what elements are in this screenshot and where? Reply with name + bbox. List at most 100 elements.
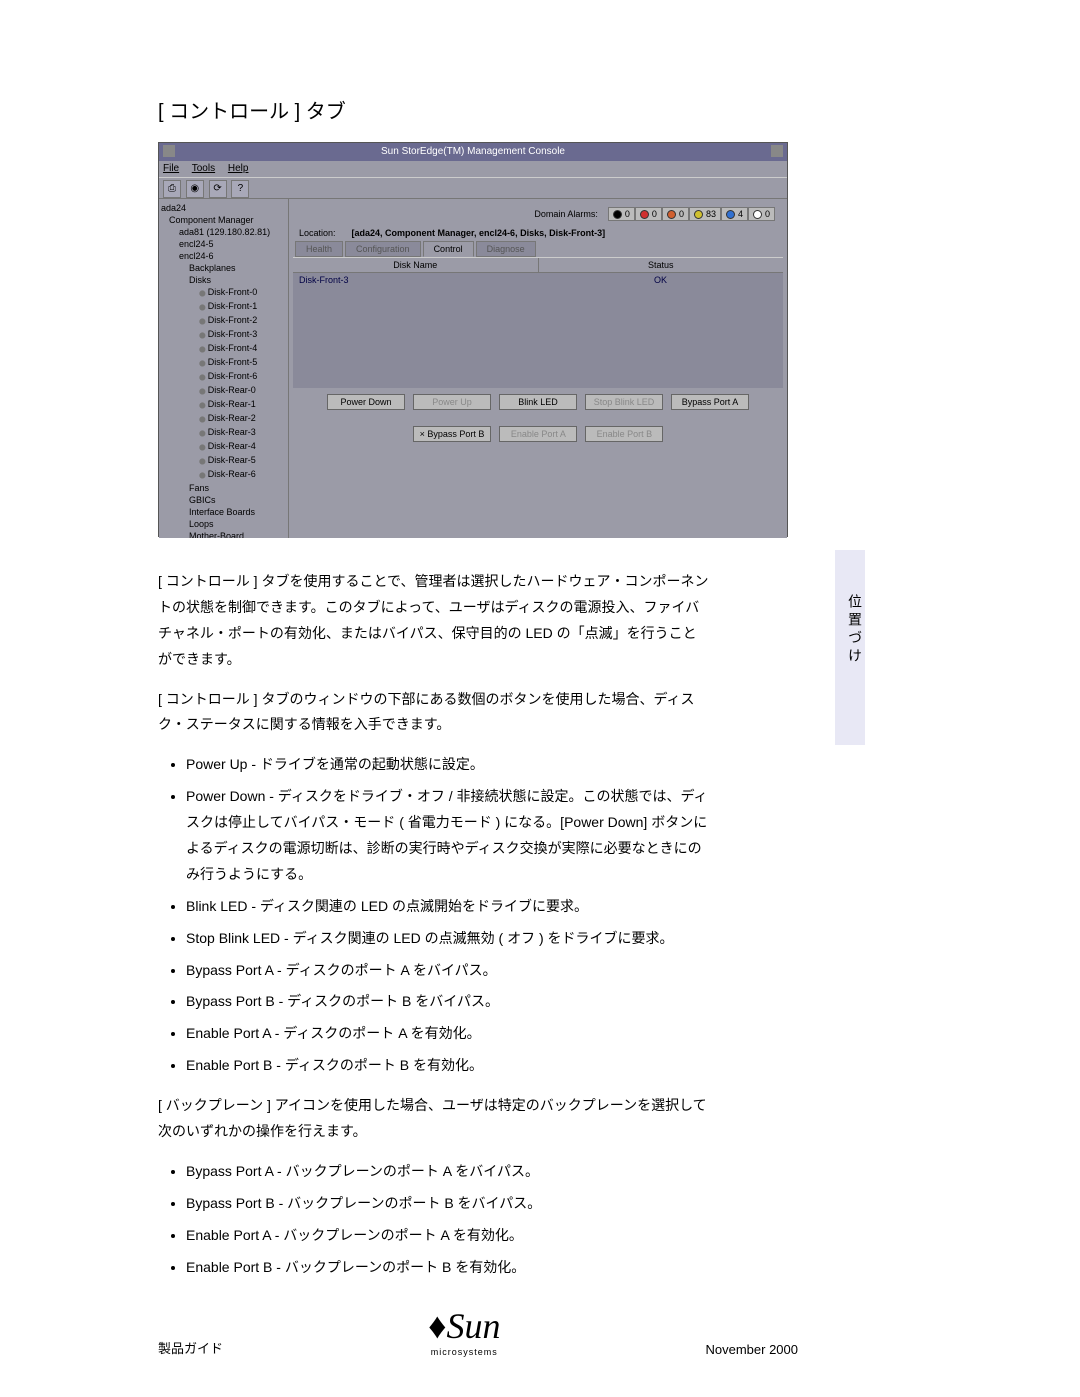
power-down-button[interactable]: Power Down	[327, 394, 405, 410]
tree-disk-item[interactable]: Disk-Rear-1	[161, 398, 286, 412]
alarm-badge[interactable]: 4	[721, 207, 748, 221]
tree-interface-boards[interactable]: Interface Boards	[161, 506, 286, 518]
tree-motherboard[interactable]: Mother-Board	[161, 530, 286, 538]
menu-help[interactable]: Help	[228, 163, 249, 174]
list-item: Bypass Port A - ディスクのポート A をバイパス。	[186, 958, 710, 984]
tree-loops[interactable]: Loops	[161, 518, 286, 530]
list-item: Enable Port A - ディスクのポート A を有効化。	[186, 1021, 710, 1047]
power-up-button[interactable]: Power Up	[413, 394, 491, 410]
list-item: Bypass Port B - バックプレーンのポート B をバイパス。	[186, 1191, 710, 1217]
blink-led-button[interactable]: Blink LED	[499, 394, 577, 410]
tree-encl24-5[interactable]: encl24-5	[161, 238, 286, 250]
toolbar: ⎙ ◉ ⟳ ?	[159, 177, 787, 199]
tree-disk-item[interactable]: Disk-Front-4	[161, 342, 286, 356]
tree-fans[interactable]: Fans	[161, 482, 286, 494]
tree-disk-item[interactable]: Disk-Front-1	[161, 300, 286, 314]
paragraph: [ バックプレーン ] アイコンを使用した場合、ユーザは特定のバックプレーンを選…	[158, 1093, 710, 1145]
tree-backplanes[interactable]: Backplanes	[161, 262, 286, 274]
toolbar-btn-3[interactable]: ⟳	[209, 180, 227, 198]
bypass-port-a-button[interactable]: Bypass Port A	[671, 394, 749, 410]
alarms-row: Domain Alarms: 0008340	[293, 203, 783, 225]
tree-disks[interactable]: Disks	[161, 274, 286, 286]
menu-file[interactable]: File	[163, 163, 179, 174]
bullet-list: Power Up - ドライブを通常の起動状態に設定。 Power Down -…	[158, 752, 710, 1079]
location-value: [ada24, Component Manager, encl24-6, Dis…	[352, 228, 606, 238]
tree-disk-item[interactable]: Disk-Front-5	[161, 356, 286, 370]
tree-component-manager[interactable]: Component Manager	[161, 214, 286, 226]
tree-disk-item[interactable]: Disk-Front-2	[161, 314, 286, 328]
tree-pane[interactable]: ada24 Component Manager ada81 (129.180.8…	[159, 199, 289, 538]
grid-row[interactable]: Disk-Front-3 OK	[293, 273, 783, 287]
screenshot-window: Sun StorEdge(TM) Management Console File…	[158, 142, 788, 537]
list-item: Bypass Port A - バックプレーンのポート A をバイパス。	[186, 1159, 710, 1185]
page-footer: 製品ガイド ♦Sun microsystems November 2000	[158, 1305, 798, 1357]
grid-body: Disk-Front-3 OK	[293, 273, 783, 388]
enable-port-a-button[interactable]: Enable Port A	[499, 426, 577, 442]
tree-ada81[interactable]: ada81 (129.180.82.81)	[161, 226, 286, 238]
grid-header: Disk Name Status	[293, 257, 783, 273]
list-item: Enable Port B - ディスクのポート B を有効化。	[186, 1053, 710, 1079]
alarm-badge[interactable]: 0	[748, 207, 775, 221]
stop-blink-led-button[interactable]: Stop Blink LED	[585, 394, 663, 410]
menu-tools[interactable]: Tools	[192, 163, 215, 174]
footer-right: November 2000	[706, 1342, 799, 1357]
logo-text: ♦Sun	[223, 1305, 705, 1347]
location-label: Location:	[299, 228, 349, 238]
enable-port-b-button[interactable]: Enable Port B	[585, 426, 663, 442]
alarm-badge[interactable]: 83	[689, 207, 721, 221]
window-close-icon[interactable]	[163, 145, 175, 157]
menubar: File Tools Help	[159, 161, 787, 177]
tree-root[interactable]: ada24	[161, 202, 286, 214]
tree-disk-item[interactable]: Disk-Front-3	[161, 328, 286, 342]
list-item: Enable Port B - バックプレーンのポート B を有効化。	[186, 1255, 710, 1281]
tree-disk-item[interactable]: Disk-Rear-0	[161, 384, 286, 398]
list-item: Power Down - ディスクをドライブ・オフ / 非接続状態に設定。この状…	[186, 784, 710, 888]
section-title: [ コントロール ] タブ	[158, 95, 710, 124]
tree-disk-item[interactable]: Disk-Front-0	[161, 286, 286, 300]
alarm-badge[interactable]: 0	[608, 207, 635, 221]
window-title: Sun StorEdge(TM) Management Console	[381, 146, 565, 157]
list-item: Stop Blink LED - ディスク関連の LED の点滅無効 ( オフ …	[186, 926, 710, 952]
paragraph: [ コントロール ] タブのウィンドウの下部にある数個のボタンを使用した場合、デ…	[158, 687, 710, 739]
footer-left: 製品ガイド	[158, 1338, 223, 1357]
window-maximize-icon[interactable]	[771, 145, 783, 157]
window-titlebar: Sun StorEdge(TM) Management Console	[159, 143, 787, 161]
tab-control[interactable]: Control	[423, 241, 474, 257]
alarms-label: Domain Alarms:	[534, 209, 598, 219]
tree-disk-item[interactable]: Disk-Rear-5	[161, 454, 286, 468]
tree-disk-item[interactable]: Disk-Rear-4	[161, 440, 286, 454]
list-item: Power Up - ドライブを通常の起動状態に設定。	[186, 752, 710, 778]
toolbar-btn-1[interactable]: ⎙	[163, 180, 181, 198]
button-area: Power Down Power Up Blink LED Stop Blink…	[293, 388, 783, 448]
grid-col-status: Status	[539, 258, 784, 272]
alarm-badge[interactable]: 0	[662, 207, 689, 221]
alarm-badge[interactable]: 0	[635, 207, 662, 221]
tree-encl24-6[interactable]: encl24-6	[161, 250, 286, 262]
tree-disk-item[interactable]: Disk-Rear-6	[161, 468, 286, 482]
bypass-port-b-button[interactable]: × Bypass Port B	[413, 426, 492, 442]
sun-logo: ♦Sun microsystems	[223, 1305, 705, 1357]
logo-subtext: microsystems	[223, 1347, 705, 1357]
location-row: Location: [ada24, Component Manager, enc…	[293, 225, 783, 241]
tab-configuration[interactable]: Configuration	[345, 241, 421, 257]
tab-health[interactable]: Health	[295, 241, 343, 257]
bullet-list: Bypass Port A - バックプレーンのポート A をバイパス。 Byp…	[158, 1159, 710, 1281]
toolbar-btn-2[interactable]: ◉	[186, 180, 204, 198]
grid-cell-status: OK	[538, 273, 783, 287]
toolbar-btn-4[interactable]: ?	[231, 180, 249, 198]
tree-disk-item[interactable]: Disk-Rear-3	[161, 426, 286, 440]
paragraph: [ コントロール ] タブを使用することで、管理者は選択したハードウェア・コンポ…	[158, 569, 710, 673]
tree-disk-item[interactable]: Disk-Rear-2	[161, 412, 286, 426]
tree-gbics[interactable]: GBICs	[161, 494, 286, 506]
grid-col-name: Disk Name	[293, 258, 539, 272]
tabs-row: Health Configuration Control Diagnose	[293, 241, 783, 257]
tree-disk-item[interactable]: Disk-Front-6	[161, 370, 286, 384]
tab-diagnose[interactable]: Diagnose	[476, 241, 536, 257]
grid-cell-name: Disk-Front-3	[293, 273, 538, 287]
list-item: Bypass Port B - ディスクのポート B をバイパス。	[186, 989, 710, 1015]
content-pane: Domain Alarms: 0008340 Location: [ada24,…	[289, 199, 787, 538]
list-item: Enable Port A - バックプレーンのポート A を有効化。	[186, 1223, 710, 1249]
list-item: Blink LED - ディスク関連の LED の点滅開始をドライブに要求。	[186, 894, 710, 920]
side-tab-label: 位置づけ	[835, 555, 865, 685]
body-text: [ コントロール ] タブを使用することで、管理者は選択したハードウェア・コンポ…	[158, 569, 710, 1280]
